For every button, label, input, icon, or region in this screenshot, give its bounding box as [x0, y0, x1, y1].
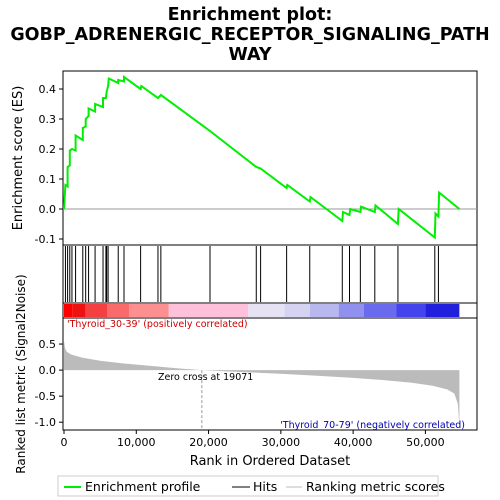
positive-phenotype-label: 'Thyroid_30-39' (positively correlated) — [67, 319, 248, 330]
color-bar-segment-10 — [363, 304, 397, 317]
legend-metric-label: Ranking metric scores — [306, 479, 445, 494]
color-bar-segment-3 — [107, 304, 130, 317]
hits-panel — [62, 244, 478, 304]
color-bar-segment-0 — [64, 304, 73, 317]
legend-profile-label: Enrichment profile — [85, 479, 201, 494]
metric-y-tick-label-1: 0.0 — [39, 364, 57, 377]
x-axis-ticks: 0 10,000 20,000 30,000 40,000 50,000 — [61, 430, 445, 449]
es-panel-frame — [62, 70, 478, 246]
color-bar-segment-11 — [396, 304, 426, 317]
legend-frame — [57, 475, 439, 497]
color-bar-segment-6 — [248, 304, 285, 317]
chart-title-line-2: GOBP_ADRENERGIC_RECEPTOR_SIGNALING_PATH — [10, 25, 489, 45]
x-tick-label-4: 40,000 — [334, 436, 373, 449]
color-bar-segment-1 — [72, 304, 86, 317]
es-y-tick-label-0: 0.4 — [39, 83, 57, 96]
color-bar-segment-9 — [338, 304, 364, 317]
es-y-tick-label-3: 0.1 — [39, 173, 57, 186]
x-tick-label-0: 0 — [61, 436, 68, 449]
metric-y-tick-label-0: 0.5 — [39, 338, 57, 351]
metric-y-axis-label: Ranked list metric (Signal2Noise) — [14, 274, 28, 473]
metric-y-tick-label-3: -1.0 — [35, 416, 56, 429]
metric-y-axis-ticks: 0.5 0.0 -0.5 -1.0 — [35, 338, 63, 429]
color-bar-segment-2 — [85, 304, 108, 317]
negative-phenotype-label: 'Thyroid_70-79' (negatively correlated) — [280, 420, 465, 431]
es-y-axis-ticks: 0.4 0.3 0.2 0.1 0.0 -0.1 — [35, 83, 63, 246]
x-tick-label-1: 10,000 — [117, 436, 156, 449]
ranking-metric-panel: 0.5 0.0 -0.5 -1.0 'Thyroid_30-39' (positive… — [14, 274, 478, 474]
es-y-tick-label-1: 0.3 — [39, 113, 57, 126]
x-tick-label-3: 30,000 — [262, 436, 301, 449]
color-bar-segment-12 — [425, 304, 460, 317]
enrichment-profile-line — [63, 75, 461, 240]
ranking-color-bar — [62, 302, 478, 319]
hit-lines — [64, 246, 439, 302]
x-axis-label: Rank in Ordered Dataset — [190, 454, 351, 469]
chart-title-line-1: Enrichment plot: — [168, 5, 333, 25]
es-y-tick-label-2: 0.2 — [39, 143, 57, 156]
es-panel: 0.4 0.3 0.2 0.1 0.0 -0.1 Enrichment score (ES… — [11, 70, 478, 246]
metric-y-tick-label-2: -0.5 — [35, 390, 56, 403]
hits-panel-frame — [62, 244, 478, 304]
chart-title-line-3: WAY — [228, 45, 271, 65]
es-y-tick-label-5: -0.1 — [35, 233, 56, 246]
color-bar-segment-7 — [284, 304, 310, 317]
legend: Enrichment profile Hits Ranking metric s… — [57, 475, 445, 497]
zero-cross-label: Zero cross at 19071 — [158, 372, 253, 383]
color-bar-segment-8 — [309, 304, 339, 317]
color-bar-segment-4 — [129, 304, 169, 317]
x-tick-label-5: 50,000 — [406, 436, 445, 449]
color-bar-segment-5 — [168, 304, 249, 317]
es-y-tick-label-4: 0.0 — [39, 203, 57, 216]
color-bar-segments — [64, 304, 460, 317]
x-tick-label-2: 20,000 — [189, 436, 228, 449]
legend-hits-label: Hits — [253, 479, 277, 494]
es-y-axis-label: Enrichment score (ES) — [11, 86, 26, 231]
